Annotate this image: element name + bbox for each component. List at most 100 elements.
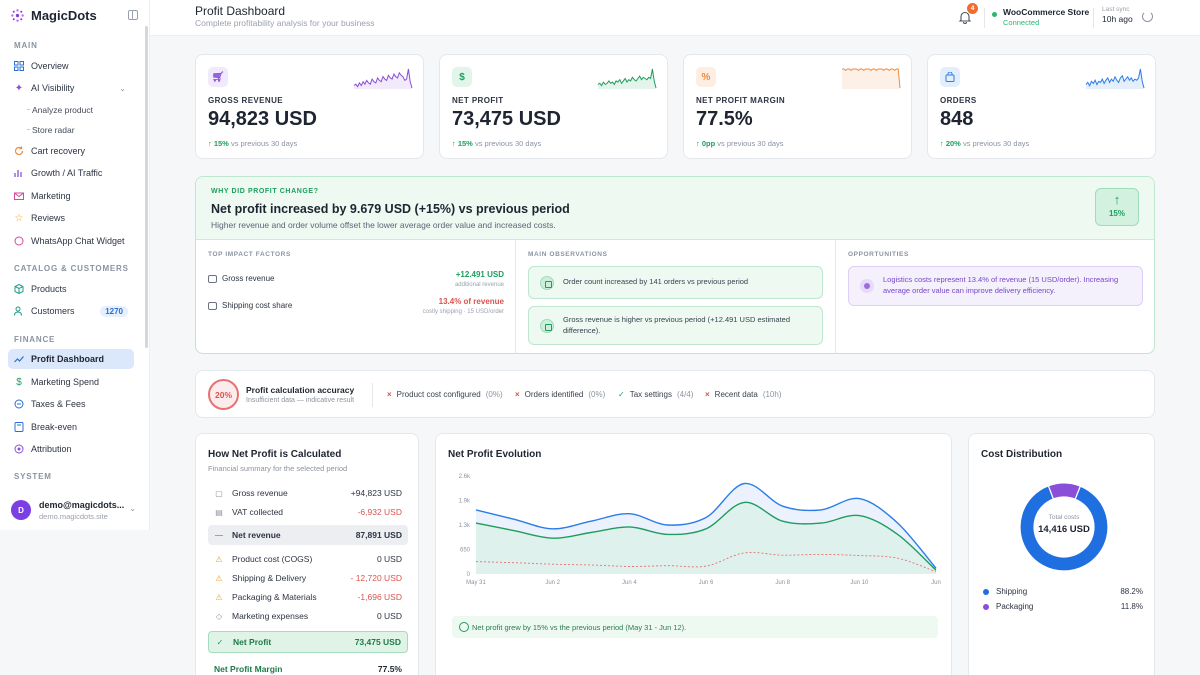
kpi-change-value: ↑ 0pp xyxy=(696,139,716,148)
trend-up-icon xyxy=(14,354,24,364)
store-status[interactable]: WooCommerce Store Connected xyxy=(992,7,1089,27)
kpi-net-profit-margin: % NET PROFIT MARGIN 77.5% ↑ 0pp vs previ… xyxy=(683,54,912,159)
kpi-change-value: ↑ 20% xyxy=(940,139,961,148)
y-tick-label: 1.9k xyxy=(459,499,471,505)
kpi-label: NET PROFIT MARGIN xyxy=(696,96,786,105)
dollar-icon: $ xyxy=(452,67,472,87)
sidebar-item-ai-visibility[interactable]: ✦ AI Visibility ⌄ xyxy=(8,78,134,98)
accuracy-check-count: (0%) xyxy=(485,390,503,399)
series-line-1 xyxy=(475,482,937,569)
profit-change-subtitle: Higher revenue and order volume offset t… xyxy=(211,220,556,230)
calc-row-label: Net Profit xyxy=(233,637,272,647)
sidebar-item-marketing-spend[interactable]: $ Marketing Spend xyxy=(8,372,134,392)
sidebar-item-marketing[interactable]: Marketing xyxy=(8,186,134,206)
opportunity-text: Logistics costs represent 13.4% of reven… xyxy=(883,275,1119,295)
opportunity-card: Logistics costs represent 13.4% of reven… xyxy=(848,266,1143,306)
observation-text: Gross revenue is higher vs previous peri… xyxy=(563,314,790,335)
sidebar-item-cart-recovery[interactable]: Cart recovery xyxy=(8,141,134,161)
sidebar-item-label: Reviews xyxy=(31,213,66,223)
topbar: Profit Dashboard Complete profitability … xyxy=(150,0,1200,36)
kpi-change: ↑ 0pp vs previous 30 days xyxy=(696,139,784,148)
app-name: MagicDots xyxy=(31,8,97,23)
calc-row-value: -6,932 USD xyxy=(357,507,402,517)
net-profit-calculation-card: How Net Profit is Calculated Financial s… xyxy=(195,433,419,675)
store-name: WooCommerce Store xyxy=(1003,7,1090,17)
sidebar-item-label: Overview xyxy=(31,61,69,71)
sidebar-item-growth[interactable]: Growth / AI Traffic xyxy=(8,163,134,183)
calc-row: ◇ Marketing expenses 0 USD xyxy=(208,606,408,626)
accuracy-check-label: Orders identified xyxy=(524,390,584,399)
legend-value: 88.2% xyxy=(1120,587,1143,596)
truck-icon xyxy=(208,302,217,310)
profit-change-badge: ↑ 15% xyxy=(1095,188,1139,226)
calculator-icon xyxy=(14,422,24,432)
y-tick-label: 650 xyxy=(460,548,471,554)
sidebar-item-attribution[interactable]: Attribution xyxy=(8,439,134,459)
observation-card: Gross revenue is higher vs previous peri… xyxy=(528,306,823,345)
sidebar-item-profit-dashboard[interactable]: Profit Dashboard xyxy=(8,349,134,369)
sparkline-line xyxy=(597,68,657,89)
sidebar-item-store-radar[interactable]: Store radar xyxy=(8,120,134,140)
sidebar-scrollbar[interactable] xyxy=(145,26,148,348)
sidebar-item-analyze-product[interactable]: Analyze product xyxy=(8,100,134,120)
x-tick-label: Jun 8 xyxy=(775,580,790,586)
sidebar-item-reviews[interactable]: ☆ Reviews xyxy=(8,208,134,228)
sparkline-area xyxy=(598,69,656,89)
observation-icon xyxy=(540,275,554,290)
calc-row-value: 77.5% xyxy=(377,664,402,674)
accuracy-check-label: Recent data xyxy=(714,390,758,399)
accuracy-title: Profit calculation accuracy xyxy=(246,385,355,395)
sidebar-item-break-even[interactable]: Break-even xyxy=(8,417,134,437)
bell-icon[interactable] xyxy=(958,10,972,24)
impact-factor-name: Gross revenue xyxy=(222,274,275,283)
brand[interactable]: MagicDots xyxy=(10,8,97,23)
calc-row: ⚠ Product cost (COGS) 0 USD xyxy=(208,549,408,569)
kpi-label: GROSS REVENUE xyxy=(208,96,283,105)
x-tick-label: Jun 2 xyxy=(545,580,560,586)
page-subtitle: Complete profitability analysis for your… xyxy=(195,18,375,28)
sidebar: MagicDots MAIN Overview ✦ AI Visibility … xyxy=(0,0,150,530)
calc-row-net-revenue: — Net revenue 87,891 USD xyxy=(208,525,408,545)
user-menu[interactable]: D demo@magicdots... demo.magicdots.site … xyxy=(8,495,146,525)
sidebar-item-label: Taxes & Fees xyxy=(31,399,86,409)
sidebar-item-customers[interactable]: Customers 1270 xyxy=(8,301,134,321)
refresh-cart-icon xyxy=(14,146,24,156)
box-icon xyxy=(14,284,24,294)
last-sync: Last sync 10h ago xyxy=(1102,6,1133,24)
sidebar-item-whatsapp[interactable]: WhatsApp Chat Widget xyxy=(8,231,134,251)
calc-row: ▤ VAT collected -6,932 USD xyxy=(208,502,408,522)
last-sync-value: 10h ago xyxy=(1102,14,1133,24)
kpi-net-profit: $ NET PROFIT 73,475 USD ↑ 15% vs previou… xyxy=(439,54,668,159)
divider xyxy=(835,240,836,353)
series-line-2 xyxy=(475,501,937,571)
sparkline-line xyxy=(1085,68,1145,89)
kpi-change-value: ↑ 15% xyxy=(452,139,473,148)
notification-badge: 4 xyxy=(967,3,978,14)
legend-item: Shipping 88.2% xyxy=(983,587,1143,596)
legend-dot xyxy=(983,603,989,610)
revenue-icon xyxy=(208,275,217,283)
impact-factor-value: 13.4% of revenue xyxy=(438,297,504,306)
arrow-up-icon: ↑ xyxy=(1113,192,1121,207)
profit-change-panel: WHY DID PROFIT CHANGE? Net profit increa… xyxy=(195,176,1155,354)
divider xyxy=(515,240,516,353)
calc-row-value: +94,823 USD xyxy=(350,488,402,498)
user-site: demo.magicdots.site xyxy=(39,511,108,521)
refresh-icon[interactable] xyxy=(1142,11,1153,22)
users-icon xyxy=(14,306,24,316)
accuracy-check-count: (0%) xyxy=(588,390,606,399)
megaphone-icon: ◇ xyxy=(215,611,223,621)
collapse-sidebar-icon[interactable] xyxy=(128,10,138,20)
sidebar-item-products[interactable]: Products xyxy=(8,279,134,299)
sidebar-item-overview[interactable]: Overview xyxy=(8,56,134,76)
kpi-label: NET PROFIT xyxy=(452,96,504,105)
accuracy-check: × Product cost configured (0%) xyxy=(387,390,503,399)
calc-row-value: 73,475 USD xyxy=(354,637,401,647)
calc-row-label: Net Profit Margin xyxy=(214,664,283,674)
kpi-value: 73,475 USD xyxy=(452,108,561,130)
sidebar-item-taxes-fees[interactable]: Taxes & Fees xyxy=(8,394,134,414)
accuracy-check: × Orders identified (0%) xyxy=(515,390,605,399)
section-catalog: CATALOG & CUSTOMERS xyxy=(14,264,129,273)
y-tick-label: 0 xyxy=(467,572,471,578)
sparkline-line xyxy=(353,68,413,89)
